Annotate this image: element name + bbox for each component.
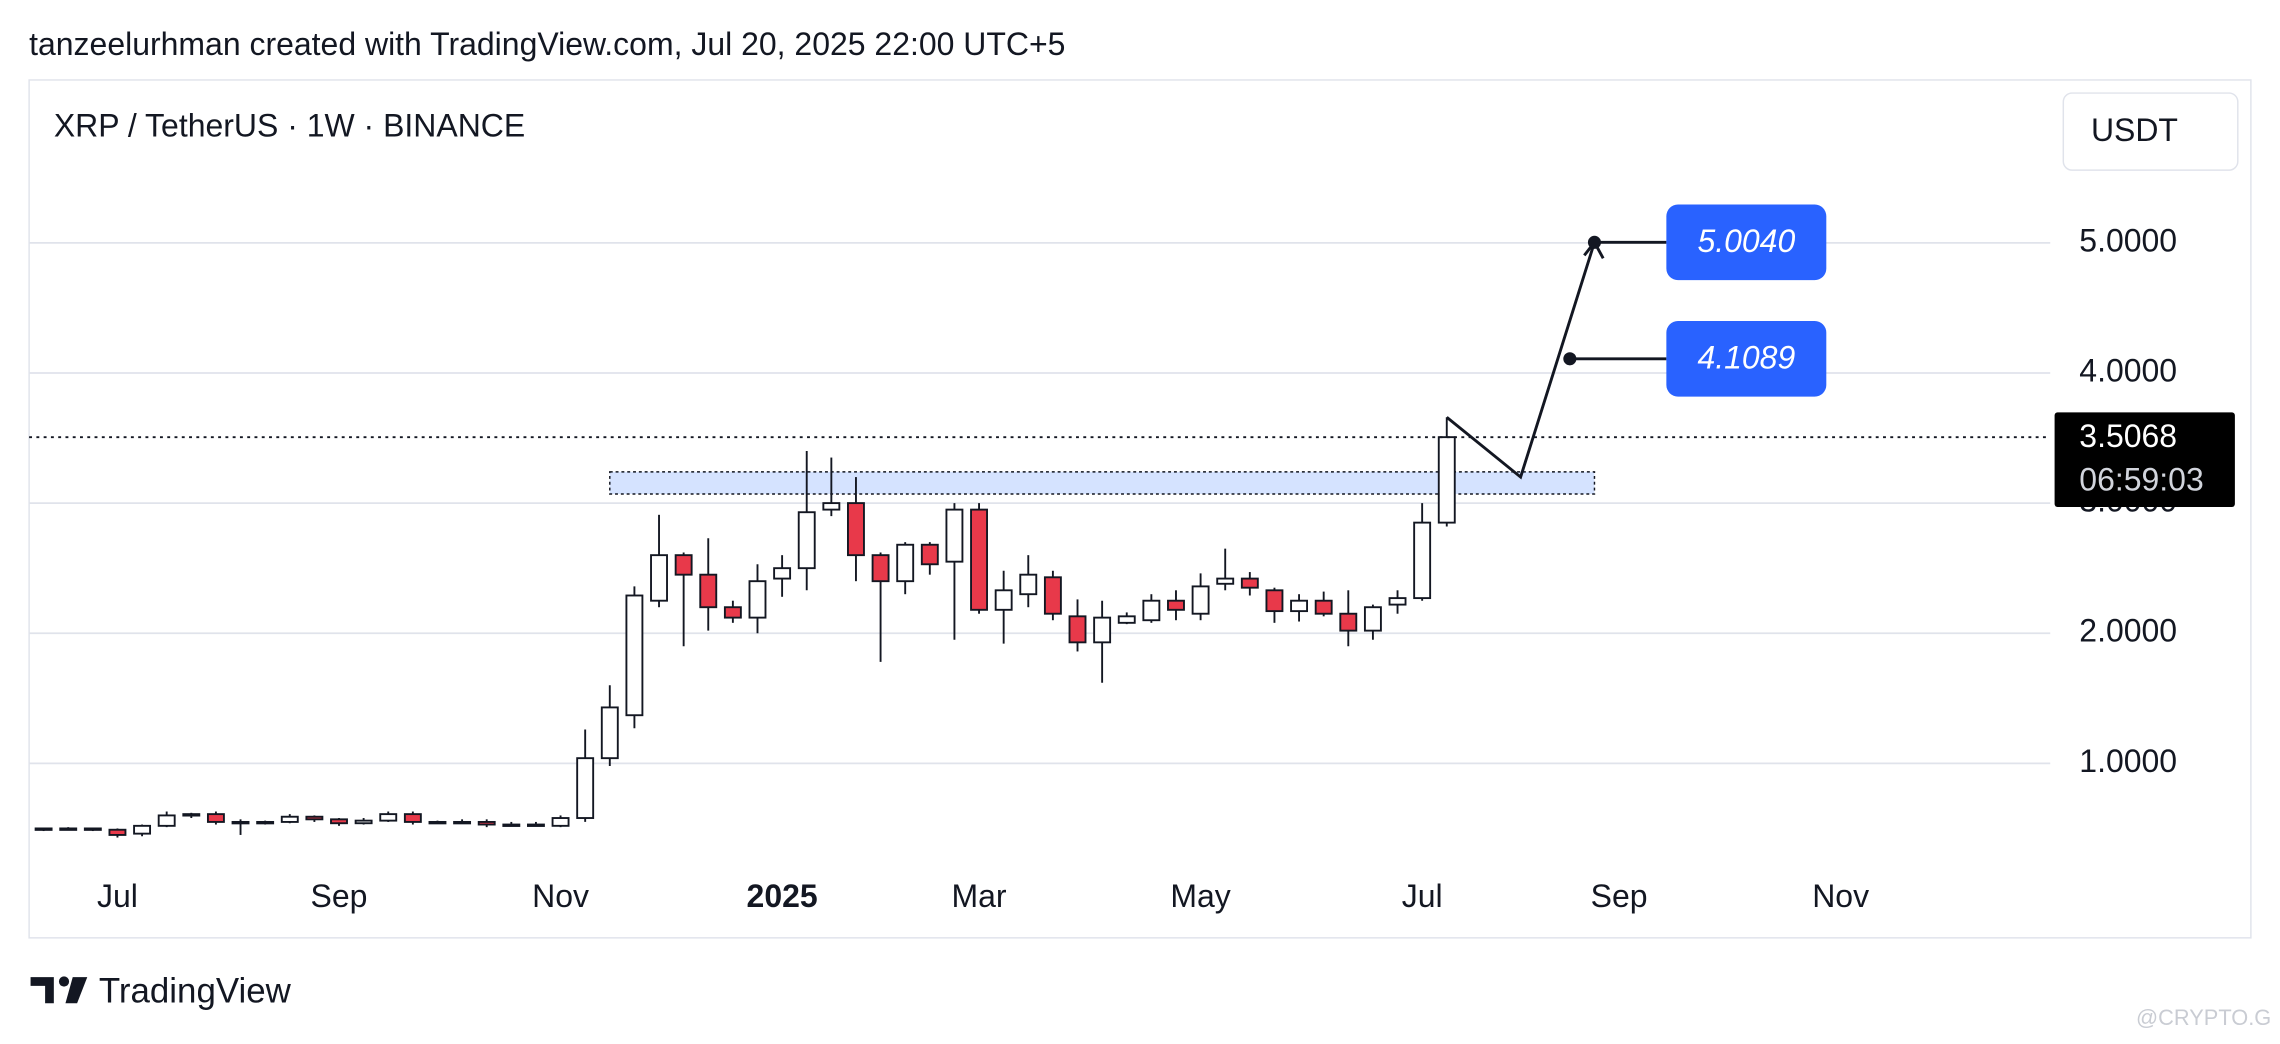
candle-body: [256, 820, 275, 825]
candle-body: [182, 813, 201, 817]
watermark: @CRYPTO.G: [2136, 1005, 2271, 1030]
chart-frame: [28, 79, 2252, 939]
currency-label[interactable]: USDT: [2091, 112, 2178, 148]
candle-body: [1290, 599, 1309, 613]
current-price-box: [2054, 412, 2235, 507]
candle-body: [1191, 585, 1210, 615]
grid: [29, 241, 2051, 765]
candle-body: [699, 573, 718, 609]
candle-body: [1019, 573, 1038, 596]
candle-body: [526, 823, 545, 827]
candle-body: [280, 815, 299, 823]
x-tick-label: May: [1170, 878, 1230, 914]
footer-brand: TradingView: [99, 971, 292, 1010]
candle-body: [157, 814, 176, 827]
target-point: [1587, 235, 1602, 249]
candle-body: [354, 819, 373, 825]
candle-body: [871, 554, 890, 583]
candle-body: [994, 589, 1013, 611]
candle-body: [403, 813, 422, 823]
x-tick-label: Nov: [1812, 878, 1869, 914]
tradingview-logo: [30, 976, 88, 1004]
candle-body: [83, 827, 102, 831]
candle-body: [1216, 577, 1235, 585]
plot-area: 5.0040 4.1089: [29, 204, 2051, 838]
candle-body: [576, 757, 595, 819]
candle-body: [1093, 616, 1112, 644]
candle-body: [231, 820, 250, 825]
candle-body: [1117, 615, 1136, 624]
target-label: 5.0040: [1697, 223, 1795, 259]
candle-body: [1265, 589, 1284, 613]
x-tick-label: Jul: [1402, 878, 1443, 914]
candle-body: [1314, 599, 1333, 615]
target-label: 4.1089: [1697, 340, 1795, 376]
candle-body: [1240, 577, 1259, 589]
x-tick-label: 2025: [747, 878, 818, 914]
current-price-label: 3.5068: [2079, 418, 2177, 454]
y-tick-label: 4.0000: [2079, 352, 2177, 388]
candle-body: [330, 818, 348, 825]
candle-body: [428, 820, 447, 825]
candle-body: [551, 817, 570, 827]
candle-body: [896, 543, 915, 583]
candle-body: [1339, 612, 1358, 632]
candle-body: [1167, 599, 1185, 611]
x-tick-label: Mar: [952, 878, 1007, 914]
candle-body: [133, 824, 152, 835]
currency-button[interactable]: [2062, 92, 2239, 171]
chart-title: XRP / TetherUS · 1W · BINANCE: [54, 107, 525, 143]
candle-body: [650, 554, 668, 602]
candle-body: [723, 606, 742, 619]
candle-body: [1043, 576, 1062, 615]
candle-body: [1142, 599, 1161, 622]
candle-body: [600, 706, 619, 760]
candle-body: [59, 827, 78, 831]
candle-body: [945, 508, 964, 563]
x-tick-label: Nov: [532, 878, 589, 914]
candle-body: [625, 594, 644, 717]
candle-body: [502, 823, 521, 827]
x-tick-label: Sep: [311, 878, 368, 914]
candle-body: [305, 815, 324, 821]
candle-body: [822, 502, 841, 511]
candle-body: [206, 813, 225, 823]
candle-body: [34, 827, 53, 831]
candle-body: [970, 508, 988, 611]
candle-body: [1413, 521, 1432, 600]
candle-body: [674, 554, 693, 576]
target-box: [1666, 204, 1827, 281]
candle-body: [797, 511, 816, 570]
candle-body: [1437, 436, 1456, 524]
candle-body: [748, 580, 767, 619]
countdown-label: 06:59:03: [2079, 462, 2203, 498]
y-tick-label: 2.0000: [2079, 613, 2177, 649]
logo-mark: [58, 976, 70, 987]
target-box: [1666, 320, 1827, 397]
target-point: [1563, 352, 1577, 366]
candle-body: [1068, 615, 1087, 644]
candle-body: [920, 543, 939, 566]
y-tick-label: 1.0000: [2079, 743, 2177, 779]
candle-body: [379, 813, 398, 822]
candle-body: [453, 820, 472, 825]
x-tick-label: Jul: [97, 878, 138, 914]
y-tick-label: 5.0000: [2079, 222, 2177, 258]
x-tick-label: Sep: [1591, 878, 1648, 914]
candle-body: [477, 820, 496, 826]
candle-body: [1363, 606, 1382, 632]
logo-mark: [30, 977, 54, 1004]
candle-body: [1388, 597, 1407, 606]
candle-body: [108, 828, 127, 836]
header-text: tanzeelurhman created with TradingView.c…: [29, 26, 1065, 62]
candle-body: [773, 567, 792, 580]
candle-body: [847, 502, 865, 557]
